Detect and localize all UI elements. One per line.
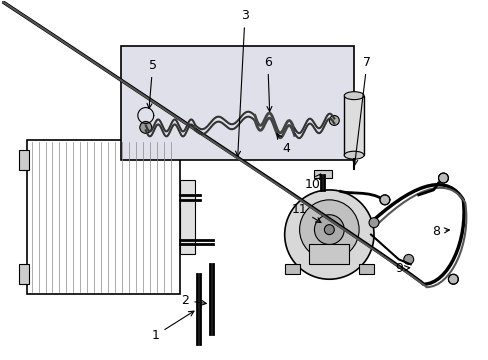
- Bar: [344, 96, 364, 155]
- Circle shape: [379, 195, 389, 205]
- Circle shape: [328, 116, 339, 125]
- Bar: [27, 140, 180, 294]
- Circle shape: [314, 215, 344, 244]
- Circle shape: [368, 218, 378, 228]
- Text: 1: 1: [151, 311, 194, 342]
- Circle shape: [403, 255, 413, 264]
- Text: 7: 7: [352, 56, 370, 165]
- Bar: [309, 244, 348, 264]
- Circle shape: [438, 173, 447, 183]
- Circle shape: [299, 200, 358, 260]
- Bar: [121, 46, 353, 160]
- Text: 4: 4: [276, 134, 290, 155]
- Circle shape: [447, 274, 457, 284]
- Ellipse shape: [344, 92, 364, 100]
- Text: 8: 8: [431, 225, 448, 238]
- Bar: [314, 170, 332, 178]
- Bar: [19, 150, 29, 170]
- Text: 9: 9: [394, 262, 409, 275]
- Bar: [19, 264, 29, 284]
- Text: 11: 11: [291, 203, 320, 222]
- Bar: [180, 180, 195, 255]
- Bar: [358, 264, 373, 274]
- Text: 3: 3: [235, 9, 248, 156]
- Text: 6: 6: [264, 56, 271, 112]
- Circle shape: [324, 225, 334, 235]
- Circle shape: [284, 190, 373, 279]
- Circle shape: [140, 121, 151, 133]
- Text: 10: 10: [304, 174, 320, 191]
- Ellipse shape: [344, 151, 364, 159]
- Text: 5: 5: [147, 59, 156, 108]
- Bar: [284, 264, 299, 274]
- Text: 2: 2: [181, 294, 206, 307]
